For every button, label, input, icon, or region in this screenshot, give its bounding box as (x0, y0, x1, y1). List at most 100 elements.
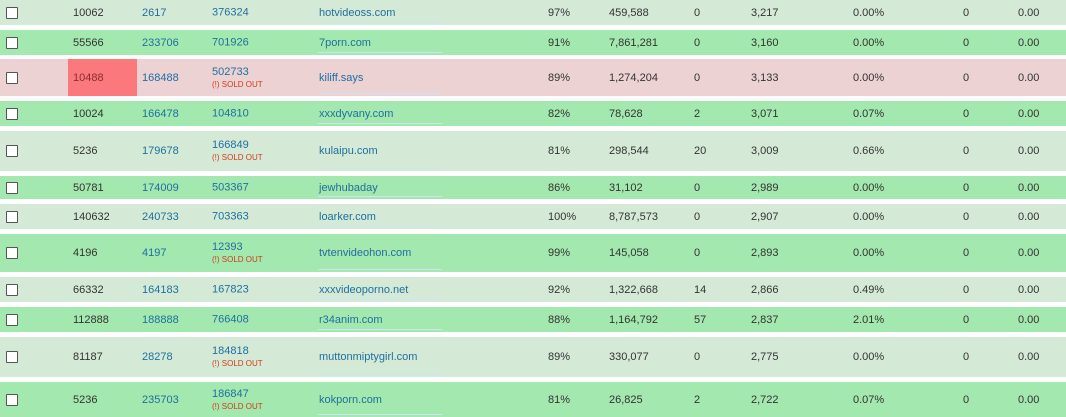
sold-out-badge: (!) SOLD OUT (212, 153, 263, 162)
table-row[interactable]: 10024 166478 104810 xxxdyvany.com 82% 78,628 2… (0, 101, 1066, 126)
table-row[interactable]: 10488 168488 502733 (!) SOLD OUT kiliff.says… (0, 59, 1066, 96)
row-checkbox[interactable] (6, 107, 18, 120)
row-checkbox[interactable] (6, 36, 18, 49)
row-checkbox[interactable] (6, 393, 18, 406)
table-row[interactable]: 4196 4197 12393 (!) SOLD OUT tvtenvideohon.c… (0, 234, 1066, 272)
row-conversions: 0 (694, 71, 701, 84)
row-campaign-link[interactable]: 166478 (142, 107, 179, 120)
row-domain-link[interactable]: jewhubaday (319, 181, 378, 194)
row-campaign-link[interactable]: 240733 (142, 210, 179, 223)
row-offer-id[interactable]: 766408 (212, 313, 249, 325)
table-row[interactable]: 112888 188888 766408 r34anim.com 88% 1,164,79… (0, 307, 1066, 332)
row-campaign-link[interactable]: 4197 (142, 247, 167, 259)
table-row[interactable]: 50781 174009 503367 jewhubaday 86% 31,102 0 2,9… (0, 176, 1066, 199)
row-rate: 0.00% (853, 210, 885, 223)
row-domain-link[interactable]: xxxdyvany.com (319, 107, 394, 120)
row-visits: 459,588 (609, 6, 649, 19)
table-row[interactable]: 10062 2617 376324 hotvideoss.com 97% 459,588 0… (0, 0, 1066, 25)
row-offer-id[interactable]: 502733 (212, 65, 249, 78)
row-campaign-link[interactable]: 168488 (142, 71, 179, 84)
row-checkbox[interactable] (6, 145, 18, 157)
row-checkbox[interactable] (6, 6, 18, 19)
row-visits: 78,628 (609, 107, 643, 120)
row-domain-link[interactable]: 7porn.com (319, 36, 371, 49)
table-row[interactable]: 5236 179678 166849 (!) SOLD OUT kulaipu.com 8… (0, 131, 1066, 171)
domain-underline (318, 93, 442, 94)
row-offer-id[interactable]: 167823 (212, 283, 249, 295)
row-checkbox[interactable] (6, 210, 18, 223)
table-row[interactable]: 140632 240733 703363 loarker.com 100% 8,787,5… (0, 204, 1066, 229)
row-count: 2,866 (751, 283, 779, 296)
row-offer[interactable]: 766408 (212, 313, 249, 326)
row-campaign-link[interactable]: 235703 (142, 393, 179, 406)
row-domain-link[interactable]: tvtenvideohon.com (319, 247, 412, 259)
row-conversions: 0 (694, 181, 701, 194)
row-offer[interactable]: 184818 (!) SOLD OUT (212, 345, 263, 369)
row-campaign-link[interactable]: 179678 (142, 145, 179, 157)
row-zero: 0 (963, 145, 970, 157)
row-domain-link[interactable]: muttonmiptygirl.com (319, 351, 418, 363)
row-count: 2,722 (751, 393, 779, 406)
row-count: 3,009 (751, 145, 779, 157)
row-amount: 0.00 (1018, 181, 1040, 194)
row-offer-id[interactable]: 376324 (212, 6, 249, 18)
row-amount: 0.00 (1018, 6, 1040, 19)
row-offer[interactable]: 502733 (!) SOLD OUT (212, 66, 263, 90)
row-checkbox[interactable] (6, 181, 18, 194)
row-count: 2,837 (751, 313, 779, 326)
row-domain-link[interactable]: loarker.com (319, 210, 376, 223)
row-conversions: 0 (694, 351, 701, 363)
row-offer[interactable]: 376324 (212, 6, 249, 19)
row-checkbox[interactable] (6, 351, 18, 363)
table-row[interactable]: 55566 233706 701926 7porn.com 91% 7,861,281 0 3… (0, 30, 1066, 55)
row-conversions: 2 (694, 393, 701, 406)
row-zero: 0 (963, 36, 970, 49)
row-offer[interactable]: 503367 (212, 181, 249, 194)
row-offer[interactable]: 703363 (212, 210, 249, 223)
row-visits: 7,861,281 (609, 36, 658, 49)
row-offer-id[interactable]: 186847 (212, 387, 249, 400)
row-campaign-link[interactable]: 233706 (142, 36, 179, 49)
domain-underline (318, 226, 442, 227)
row-offer[interactable]: 12393 (!) SOLD OUT (212, 241, 263, 265)
row-offer-id[interactable]: 12393 (212, 241, 243, 253)
domain-underline (318, 196, 442, 197)
row-offer[interactable]: 167823 (212, 283, 249, 296)
row-visits: 1,164,792 (609, 313, 658, 326)
row-campaign-link[interactable]: 28278 (142, 351, 173, 363)
row-conversions: 2 (694, 107, 701, 120)
row-campaign-link[interactable]: 164183 (142, 283, 179, 296)
row-offer-id[interactable]: 703363 (212, 210, 249, 222)
row-campaign-link[interactable]: 174009 (142, 181, 179, 194)
row-checkbox[interactable] (6, 247, 18, 259)
row-offer[interactable]: 166849 (!) SOLD OUT (212, 139, 263, 163)
row-domain-link[interactable]: hotvideoss.com (319, 6, 396, 19)
row-amount: 0.00 (1018, 313, 1040, 326)
row-offer-id[interactable]: 104810 (212, 107, 249, 119)
row-domain-link[interactable]: kulaipu.com (319, 145, 378, 157)
table-row[interactable]: 5236 235703 186847 (!) SOLD OUT kokporn.com 8… (0, 382, 1066, 417)
row-offer[interactable]: 104810 (212, 107, 249, 120)
row-offer[interactable]: 701926 (212, 36, 249, 49)
row-campaign-link[interactable]: 188888 (142, 313, 179, 326)
row-offer[interactable]: 186847 (!) SOLD OUT (212, 388, 263, 412)
row-offer-id[interactable]: 166849 (212, 139, 249, 151)
row-rate: 0.07% (853, 107, 885, 120)
row-offer-id[interactable]: 701926 (212, 36, 249, 48)
row-offer-id[interactable]: 503367 (212, 181, 249, 193)
row-zero: 0 (963, 107, 970, 120)
row-checkbox[interactable] (6, 71, 18, 84)
table-row[interactable]: 66332 164183 167823 xxxvideoporno.net 92% 1,3… (0, 277, 1066, 302)
row-domain-link[interactable]: xxxvideoporno.net (319, 283, 409, 296)
row-domain-link[interactable]: r34anim.com (319, 313, 383, 326)
row-campaign-link[interactable]: 2617 (142, 6, 167, 19)
row-domain-link[interactable]: kiliff.says (319, 71, 364, 84)
row-checkbox[interactable] (6, 283, 18, 296)
row-domain-link[interactable]: kokporn.com (319, 393, 382, 406)
sold-out-badge: (!) SOLD OUT (212, 359, 263, 368)
domain-underline (318, 22, 442, 23)
row-offer-id[interactable]: 184818 (212, 345, 249, 357)
row-percent: 82% (548, 107, 571, 120)
row-checkbox[interactable] (6, 313, 18, 326)
table-row[interactable]: 81187 28278 184818 (!) SOLD OUT muttonmiptyg… (0, 337, 1066, 377)
